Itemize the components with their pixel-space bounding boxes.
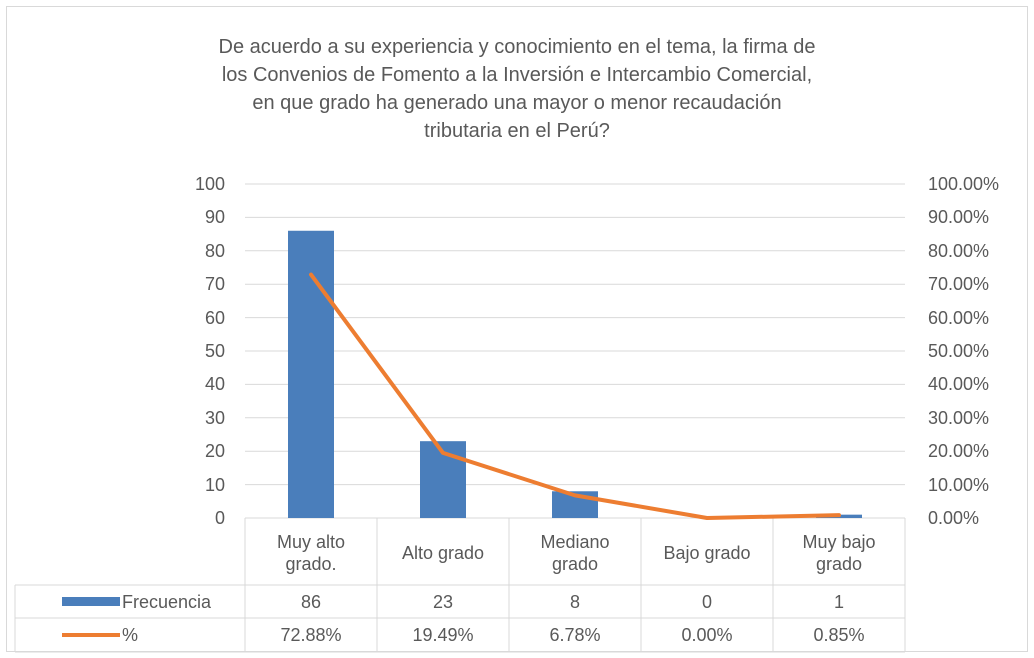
y-tick-label: 50	[204, 341, 225, 361]
y2-tick-label: 60.00%	[928, 307, 990, 328]
table-value: 19.49%	[412, 625, 474, 645]
table-value: 0	[701, 591, 712, 612]
y2-tick-label: 80.00%	[928, 240, 990, 261]
legend-label: %	[122, 625, 139, 645]
y2-tick-label: 0.00%	[928, 508, 980, 528]
y2-tick-label: 30.00%	[928, 407, 990, 428]
y-tick-label: 80	[204, 240, 225, 261]
y2-tick-label: 50.00%	[928, 341, 990, 361]
table-value: 1	[833, 591, 844, 612]
y-tick-label: 10	[204, 474, 225, 495]
y-tick-label: 70	[204, 274, 225, 295]
y-tick-label: 60	[204, 307, 225, 328]
table-value: 23	[432, 591, 454, 612]
x-tick-label: Muy bajo grado	[802, 532, 876, 574]
table-value: 8	[569, 591, 580, 612]
chart-title: De acuerdo a su experiencia y conocimien…	[218, 36, 816, 142]
y2-tick-label: 10.00%	[928, 474, 990, 495]
x-tick-label: Bajo grado	[663, 543, 751, 563]
y2-tick-label: 90.00%	[928, 207, 990, 228]
y2-tick-label: 40.00%	[928, 374, 990, 395]
table-value: 72.88%	[280, 625, 342, 645]
legend-label: Frecuencia	[122, 591, 212, 612]
bar	[288, 230, 334, 518]
table-value: 0.85%	[813, 625, 865, 645]
table-value: 86	[300, 591, 322, 612]
x-tick-label: Mediano grado	[540, 532, 610, 574]
x-tick-label: Alto grado	[401, 543, 485, 563]
line	[309, 272, 841, 520]
y-tick-label: 20	[204, 441, 225, 462]
y-tick-label: 40	[204, 374, 225, 395]
y2-tick-label: 70.00%	[928, 274, 990, 295]
y-tick-label: 30	[204, 407, 225, 428]
legend-key	[62, 597, 120, 606]
y-tick-label: 0	[214, 508, 225, 528]
x-tick-label: Muy alto grado.	[276, 532, 346, 574]
y2-tick-label: 100.00%	[928, 174, 1000, 194]
y-tick-label: 100	[194, 174, 225, 194]
y2-tick-label: 20.00%	[928, 441, 990, 462]
table-value: 6.78%	[549, 625, 601, 645]
table-value: 0.00%	[681, 625, 733, 645]
y-tick-label: 90	[204, 207, 225, 228]
